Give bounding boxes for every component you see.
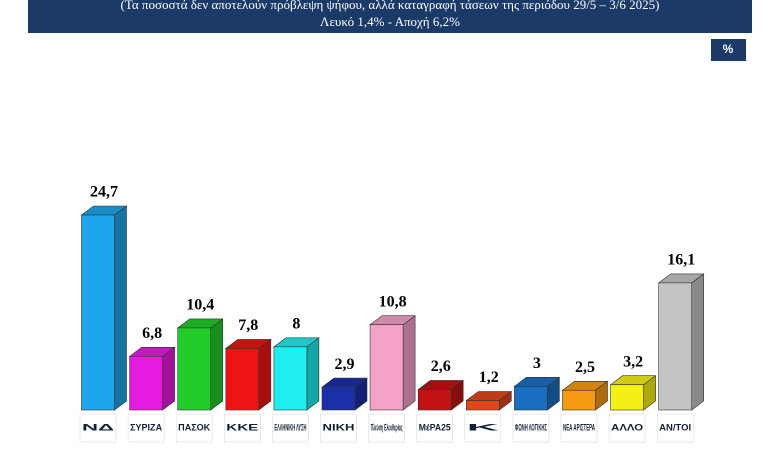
bar-side: [402, 315, 416, 411]
x-tick-label: ΑΝ/ΤΟΙ: [659, 422, 691, 432]
bar: [514, 386, 548, 411]
bar: [321, 386, 356, 411]
x-tick-label: ΦΩΝΗ ΛΟΓΙΚΗΣ: [515, 422, 547, 432]
bar-side: [114, 205, 127, 411]
value-label: 2,6: [431, 358, 451, 375]
value-label: 3,2: [623, 353, 643, 370]
bar: [129, 356, 163, 411]
x-tick-label: ΑΛΛΟ: [611, 422, 643, 432]
logo-box: [79, 413, 117, 443]
bar-side: [306, 337, 320, 411]
bar: [658, 282, 693, 411]
x-tick-label: ΝΕΑ ΑΡΙΣΤΕΡΑ: [563, 422, 595, 432]
bar: [177, 327, 211, 411]
logo-box: [224, 413, 261, 443]
note: Λευκό 1,4% - Αποχή 6,2%: [320, 14, 460, 29]
bar: [417, 389, 452, 411]
logo-box: [560, 413, 598, 443]
x-tick-label: Πλεύση Ελευθερίας: [371, 422, 403, 432]
value-label: 16,1: [667, 252, 695, 269]
subtitle: (Τα ποσοστά δεν αποτελούν πρόβλεψη ψήφου…: [120, 0, 659, 12]
bar: [562, 389, 596, 411]
value-label: 6,8: [142, 325, 162, 342]
x-tick-label: Κ: [467, 422, 501, 432]
value-label: 7,8: [238, 317, 258, 334]
logo-box: [127, 413, 165, 443]
x-tick-label: ΝΙΚΗ: [323, 422, 355, 432]
x-tick-label: ΠΑΣΟΚ: [178, 422, 210, 432]
value-label: 2,9: [335, 356, 355, 373]
value-label: 8: [292, 316, 300, 333]
logo-box: [512, 413, 550, 443]
bar: [225, 348, 260, 411]
x-tick-label: ΝΔ: [82, 422, 115, 432]
bar-side: [162, 346, 175, 411]
bar: [81, 214, 115, 411]
unit-box: [711, 39, 746, 61]
value-label: 24,7: [90, 184, 118, 201]
bar: [465, 400, 500, 411]
logo-box: [608, 413, 646, 443]
bar-side: [258, 338, 272, 411]
x-tick-label: ΕΛΛΗΝΙΚΗ ΛΥΣΗ: [274, 422, 306, 432]
x-tick-label: ΜέΡΑ25: [419, 422, 451, 432]
logo-box: [464, 413, 502, 443]
logo-box: [656, 413, 694, 443]
x-tick-label: ΚΚΕ: [226, 422, 258, 432]
logo-box: [416, 413, 454, 443]
logo-box: [175, 413, 213, 443]
bar: [610, 384, 644, 411]
bar: [369, 324, 404, 411]
bar: [273, 346, 308, 411]
x-tick-label: ΣΥΡΙΖΑ: [130, 422, 163, 432]
value-label: 10,8: [379, 293, 407, 310]
banner: [28, 0, 752, 33]
value-label: 2,5: [575, 359, 595, 376]
value-label: 1,2: [479, 369, 499, 386]
bar-side: [691, 273, 705, 411]
logo-box: [272, 413, 309, 443]
value-label: 3: [533, 355, 541, 372]
value-label: 10,4: [186, 297, 214, 314]
bar-side: [210, 318, 223, 411]
logo-box: [320, 413, 357, 443]
unit: %: [723, 42, 734, 56]
logo-box: [368, 413, 405, 443]
